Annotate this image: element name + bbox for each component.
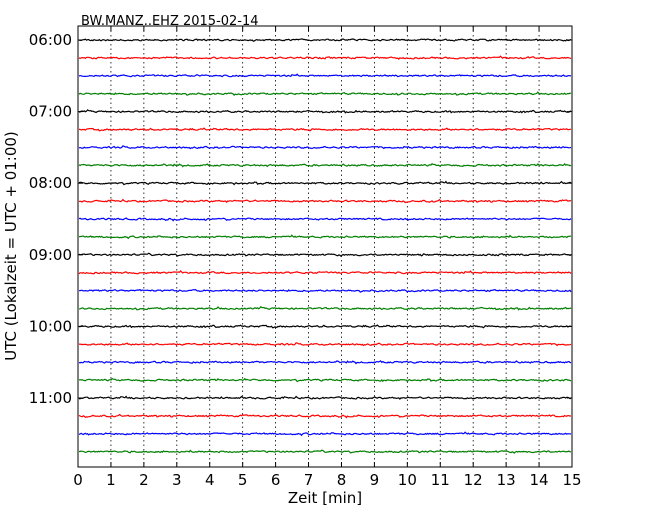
y-axis-ticks: 06:00 07:00 08:00 09:00 10:00 11:00 <box>29 31 572 407</box>
seismic-trace <box>78 55 572 60</box>
seismic-trace <box>78 342 572 347</box>
x-tick-label: 1 <box>106 471 116 489</box>
seismic-trace <box>79 127 571 132</box>
y-axis-label: UTC (Lokalzeit = UTC + 01:00) <box>2 131 20 361</box>
seismic-trace <box>78 91 572 96</box>
y-tick-label: 10:00 <box>29 317 72 335</box>
seismic-trace <box>78 198 572 204</box>
seismic-trace <box>79 449 572 454</box>
x-tick-label: 14 <box>530 471 549 489</box>
y-tick-label: 09:00 <box>29 246 72 264</box>
seismic-trace <box>78 252 572 258</box>
seismic-trace <box>78 217 572 222</box>
plot-frame <box>77 25 573 468</box>
seismic-trace <box>78 180 572 186</box>
seismic-trace <box>78 163 572 168</box>
seismic-traces <box>78 38 572 454</box>
x-tick-label: 15 <box>562 471 581 489</box>
x-tick-label: 7 <box>304 471 314 489</box>
seismic-trace <box>78 413 571 419</box>
seismic-trace <box>78 73 572 78</box>
x-tick-label: 2 <box>139 471 149 489</box>
seismic-trace <box>78 145 572 150</box>
chart-title: BW.MANZ..EHZ 2015-02-14 <box>81 14 259 29</box>
seismic-trace <box>79 324 572 329</box>
y-tick-label: 08:00 <box>29 174 72 192</box>
x-tick-label: 4 <box>205 471 215 489</box>
x-tick-label: 0 <box>73 471 83 489</box>
x-tick-label: 12 <box>464 471 483 489</box>
x-tick-label: 10 <box>398 471 417 489</box>
x-tick-label: 6 <box>271 471 281 489</box>
y-tick-label: 11:00 <box>29 389 72 407</box>
y-tick-label: 06:00 <box>29 31 72 49</box>
seismic-trace <box>78 109 572 114</box>
x-tick-label: 13 <box>497 471 516 489</box>
x-tick-label: 5 <box>238 471 248 489</box>
seismic-trace <box>78 377 572 383</box>
seismic-trace <box>78 288 572 293</box>
seismic-trace <box>78 360 572 365</box>
x-axis-label: Zeit [min] <box>288 489 362 507</box>
grid-lines <box>110 26 540 467</box>
seismic-trace <box>78 234 572 240</box>
x-axis-ticks: 0 1 2 3 4 5 6 7 8 9 10 11 12 13 14 15 <box>73 26 582 489</box>
x-tick-label: 3 <box>172 471 182 489</box>
x-tick-label: 9 <box>370 471 380 489</box>
seismic-trace <box>78 431 572 437</box>
x-tick-label: 8 <box>337 471 347 489</box>
x-tick-label: 11 <box>431 471 450 489</box>
seismic-trace <box>78 38 572 42</box>
seismic-trace <box>78 306 572 311</box>
seismic-trace <box>78 270 572 275</box>
seismic-trace <box>78 395 571 401</box>
y-tick-label: 07:00 <box>29 103 72 121</box>
